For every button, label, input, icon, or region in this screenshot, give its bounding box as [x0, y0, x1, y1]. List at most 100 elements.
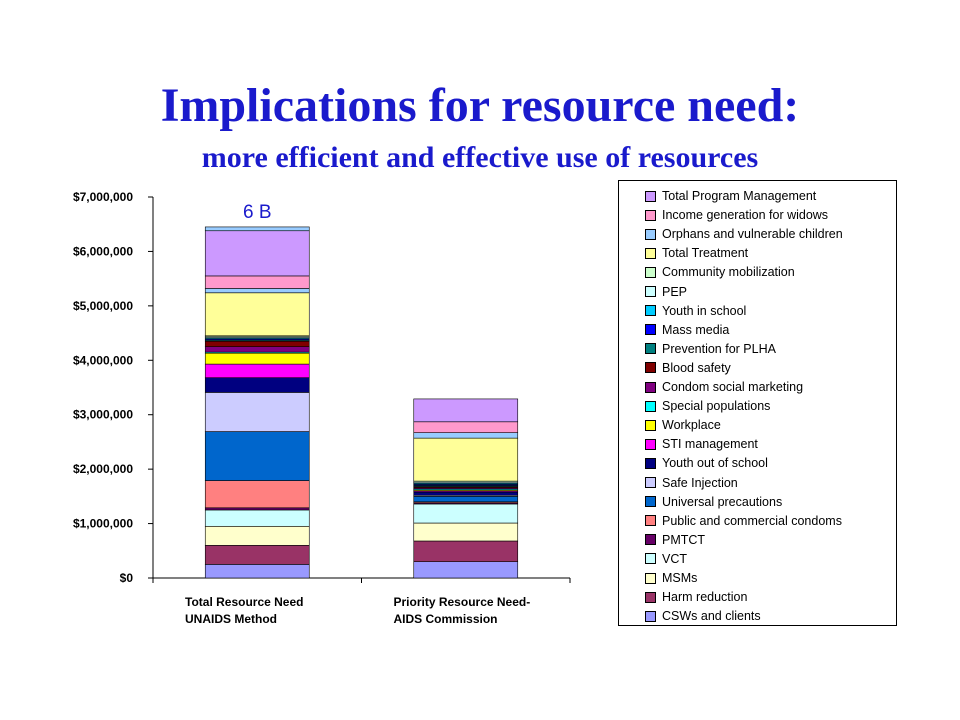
legend-swatch — [645, 209, 656, 221]
legend-label: STI management — [662, 437, 758, 452]
legend-swatch — [645, 457, 656, 469]
bar-segment — [204, 377, 310, 393]
bar-segment — [204, 288, 310, 294]
legend-label: Harm reduction — [662, 590, 748, 605]
legend-label: MSMs — [662, 571, 698, 585]
legend-swatch — [645, 591, 656, 603]
legend-swatch — [645, 400, 656, 412]
legend-item: VCT — [645, 551, 687, 567]
bar-segment — [204, 509, 310, 527]
chart-title: Implications for resource need: — [160, 79, 800, 132]
legend-swatch — [645, 572, 656, 584]
legend-item: Blood safety — [645, 360, 731, 376]
legend-item: Prevention for PLHA — [645, 341, 776, 357]
x-category-label: UNAIDS Method — [185, 612, 277, 626]
bar-segment — [413, 522, 519, 542]
legend-label: Mass media — [662, 322, 730, 337]
y-tick-label: $7,000,000 — [73, 190, 133, 204]
legend-swatch — [645, 324, 656, 336]
legend-swatch — [645, 266, 656, 278]
legend-item: Income generation for widows — [645, 207, 828, 223]
legend-label: Blood safety — [662, 360, 731, 375]
legend-label: CSWs and clients — [662, 609, 761, 624]
bar-annotation: 6 B — [243, 202, 272, 223]
bar-segment — [204, 352, 310, 365]
y-tick-label: $6,000,000 — [73, 244, 133, 258]
legend-label: Income generation for widows — [662, 208, 829, 223]
bar-segment — [204, 545, 310, 565]
legend-item: Youth in school — [645, 303, 746, 319]
legend-item: Orphans and vulnerable children — [645, 226, 843, 242]
bar-segment — [204, 363, 310, 379]
legend-swatch — [645, 438, 656, 450]
legend-swatch — [645, 228, 656, 240]
x-category-label: Total Resource Need — [185, 595, 303, 609]
x-category-label: AIDS Commission — [394, 612, 498, 626]
y-tick-label: $3,000,000 — [73, 408, 133, 422]
legend-label: Special populations — [662, 399, 771, 414]
bar-segment — [413, 540, 519, 562]
legend-label: Public and commercial condoms — [662, 513, 842, 528]
legend-swatch — [645, 343, 656, 355]
bar-segment — [204, 431, 310, 481]
legend-item: STI management — [645, 436, 758, 452]
bar-segment — [204, 564, 310, 579]
legend-label: PEP — [662, 284, 688, 299]
bar-segment — [204, 480, 310, 509]
bar-segment — [204, 525, 310, 546]
x-category-label: Priority Resource Need- — [394, 595, 531, 609]
chart-subtitle: more efficient and effective use of reso… — [201, 141, 759, 174]
bar-segment — [204, 292, 310, 337]
bar-segment — [413, 503, 519, 524]
legend-item: Harm reduction — [645, 589, 747, 605]
legend-item: Universal precautions — [645, 494, 782, 510]
bar-segment — [204, 230, 310, 277]
bar-segment — [204, 507, 310, 511]
legend-label: Total Program Management — [662, 189, 817, 203]
legend-item: Special populations — [645, 398, 770, 414]
legend-item: Safe Injection — [645, 475, 738, 491]
legend-swatch — [645, 553, 656, 565]
legend-item: MSMs — [645, 570, 697, 586]
y-tick-label: $1,000,000 — [73, 517, 133, 531]
legend-label: Universal precautions — [662, 494, 783, 509]
legend-swatch — [645, 190, 656, 202]
bar-segment — [204, 226, 310, 232]
bar-segment — [413, 421, 519, 433]
legend-item: Total Program Management — [645, 188, 816, 204]
bar-segment — [413, 398, 519, 423]
legend-item: Condom social marketing — [645, 379, 803, 395]
y-tick-label: $0 — [120, 571, 134, 585]
legend-item: Total Treatment — [645, 245, 748, 261]
legend-label: PMTCT — [662, 532, 706, 547]
legend-swatch — [645, 247, 656, 259]
legend-item: PMTCT — [645, 532, 705, 548]
legend-item: Youth out of school — [645, 455, 768, 471]
legend-swatch — [645, 515, 656, 527]
y-tick-label: $2,000,000 — [73, 462, 133, 476]
legend-label: Orphans and vulnerable children — [662, 227, 843, 242]
legend-label: VCT — [662, 551, 687, 566]
bar-segment — [413, 496, 519, 503]
legend-item: Public and commercial condoms — [645, 513, 842, 529]
legend-item: Workplace — [645, 417, 721, 433]
legend-label: Safe Injection — [662, 475, 738, 490]
bar-segment — [413, 561, 519, 579]
bar-segment — [204, 275, 310, 289]
bar-segment — [204, 392, 310, 432]
bar-segment — [204, 346, 310, 353]
y-tick-label: $4,000,000 — [73, 353, 133, 367]
bar-segment — [204, 340, 310, 347]
bar-segment — [413, 432, 519, 439]
legend-swatch — [645, 477, 656, 488]
legend-item: Mass media — [645, 322, 729, 338]
y-tick-label: $5,000,000 — [73, 299, 133, 313]
legend-label: Community mobilization — [662, 265, 795, 280]
legend-label: Prevention for PLHA — [662, 341, 776, 356]
legend-label: Youth out of school — [662, 456, 768, 471]
chart-legend: Total Program Management Income generatio… — [618, 180, 897, 626]
legend-swatch — [645, 610, 656, 622]
legend-swatch — [645, 362, 656, 374]
legend-item: PEP — [645, 284, 687, 300]
